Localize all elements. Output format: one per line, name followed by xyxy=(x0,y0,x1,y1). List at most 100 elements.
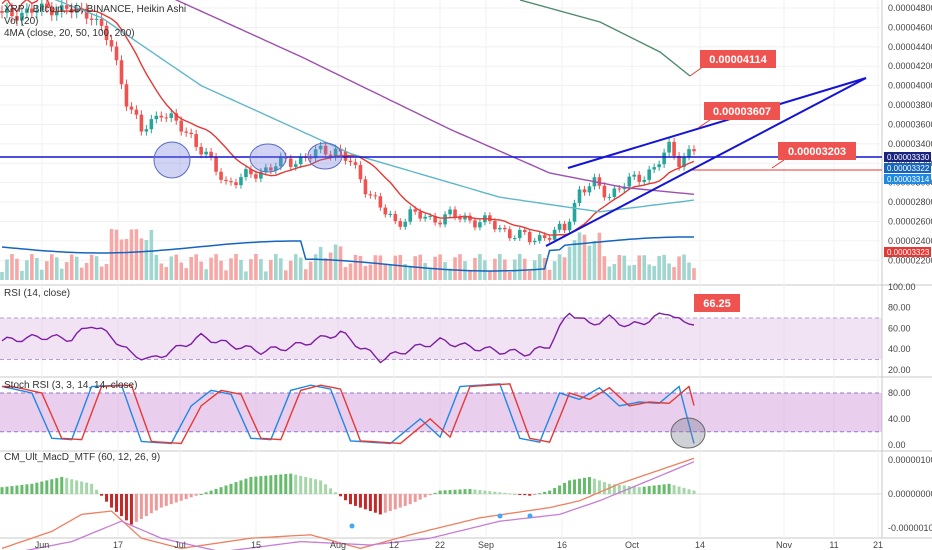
candle-body xyxy=(572,203,577,222)
macd-hist-bar xyxy=(254,476,258,494)
price-tag-3-label: 0.00003314 xyxy=(887,175,930,184)
macd-hist-bar xyxy=(334,492,338,494)
candle-body xyxy=(35,10,39,13)
volume-bar xyxy=(25,260,29,280)
volume-bar xyxy=(199,261,203,280)
volume-bar xyxy=(438,254,442,280)
macd-hist-bar xyxy=(652,485,656,494)
price-tick-label: 0.00002800 xyxy=(888,197,932,207)
candle-body xyxy=(602,185,607,198)
volume-bar xyxy=(343,267,348,280)
volume-bar xyxy=(458,254,462,280)
macd-hist-bar xyxy=(478,490,482,494)
volume-bar xyxy=(318,246,323,280)
stoch-tick-label: 80.00 xyxy=(888,388,911,398)
candle-body xyxy=(438,222,442,225)
volume-bar xyxy=(338,246,343,280)
macd-hist-bar xyxy=(682,487,686,494)
macd-hist-bar xyxy=(159,494,163,508)
annotation-badge-3-label: 0.00003203 xyxy=(788,146,846,158)
candle-body xyxy=(129,106,134,110)
macd-hist-bar xyxy=(174,494,178,503)
annotation-badge-3[interactable]: 0.00003203 xyxy=(778,142,856,160)
volume-bar xyxy=(567,246,572,280)
macd-hist-bar xyxy=(319,480,323,494)
macd-tick-label: 0.00000100 xyxy=(888,455,932,465)
macd-hist-bar xyxy=(383,494,387,513)
annotation-badge-2[interactable]: 0.00003607 xyxy=(704,102,780,120)
macd-hist-bar xyxy=(637,487,641,494)
volume-bar xyxy=(498,254,502,280)
candle-body xyxy=(119,60,124,85)
volume-bar xyxy=(632,264,637,280)
volume-bar xyxy=(687,262,691,280)
macd-hist-bar xyxy=(553,488,557,494)
candle-body xyxy=(179,120,184,132)
macd-hist-bar xyxy=(587,477,591,494)
candle-body xyxy=(612,188,617,197)
volume-bar xyxy=(184,268,189,280)
candle-body xyxy=(428,215,432,217)
macd-hist-bar xyxy=(30,483,34,494)
macd-hist-bar xyxy=(378,494,382,515)
stoch-rsi-legend: Stoch RSI (3, 3, 14, 14, close) xyxy=(4,380,137,391)
macd-hist-bar xyxy=(463,489,467,494)
volume-bar xyxy=(269,259,273,280)
volume-bar xyxy=(637,255,642,280)
macd-hist-bar xyxy=(100,494,104,496)
volume-bar xyxy=(229,258,233,280)
candle-body xyxy=(617,188,622,190)
volume-bar xyxy=(483,260,487,280)
rsi-tick-label: 60.00 xyxy=(888,323,911,333)
macd-hist-bar xyxy=(304,477,308,494)
macd-hist-bar xyxy=(523,494,527,496)
candle-body xyxy=(662,152,666,165)
macd-legend: CM_Ult_MacD_MTF (60, 12, 26, 9) xyxy=(4,452,160,463)
volume-bar xyxy=(30,254,34,280)
volume-bar xyxy=(662,254,666,280)
macd-hist-bar xyxy=(299,475,303,494)
macd-hist-bar xyxy=(518,494,522,495)
macd-hist-bar xyxy=(667,483,671,494)
candle-body xyxy=(503,227,507,230)
volume-bar xyxy=(388,265,393,280)
candle-body xyxy=(423,216,427,219)
candle-body xyxy=(40,3,44,11)
volume-bar xyxy=(159,263,164,280)
macd-hist-bar xyxy=(50,479,54,494)
annotation-badge-1[interactable]: 0.00004114 xyxy=(700,50,776,68)
candle-body xyxy=(25,8,29,13)
candle-body xyxy=(288,158,293,167)
volume-bar xyxy=(313,254,318,280)
macd-hist-bar xyxy=(344,494,348,501)
candle-body xyxy=(692,149,696,152)
macd-hist-bar xyxy=(368,494,372,511)
macd-hist-bar xyxy=(503,492,507,494)
macd-hist-bar xyxy=(244,478,248,494)
candle-body xyxy=(204,151,208,155)
macd-hist-bar xyxy=(204,492,208,494)
candle-body xyxy=(199,146,203,155)
candle-body xyxy=(264,167,268,172)
macd-hist-bar xyxy=(45,480,49,494)
x-tick-label: 11 xyxy=(829,540,838,550)
macd-hist-bar xyxy=(602,482,606,494)
candle-body xyxy=(542,235,547,238)
macd-hist-bar xyxy=(458,489,462,494)
volume-bar xyxy=(114,229,119,280)
macd-hist-bar xyxy=(179,494,183,501)
candle-body xyxy=(298,156,303,165)
macd-hist-bar xyxy=(119,494,123,517)
rsi-tick-label: 20.00 xyxy=(888,365,911,375)
macd-hist-bar xyxy=(563,482,567,494)
volume-bar xyxy=(692,268,696,280)
rsi-value-badge[interactable]: 66.25 xyxy=(694,294,740,312)
candle-body xyxy=(468,215,472,221)
volume-bar xyxy=(672,267,676,280)
volume-bar xyxy=(129,229,134,280)
candle-body xyxy=(89,18,94,20)
candle-body xyxy=(522,230,527,233)
candle-body xyxy=(652,167,656,170)
macd-hist-bar xyxy=(592,478,596,494)
